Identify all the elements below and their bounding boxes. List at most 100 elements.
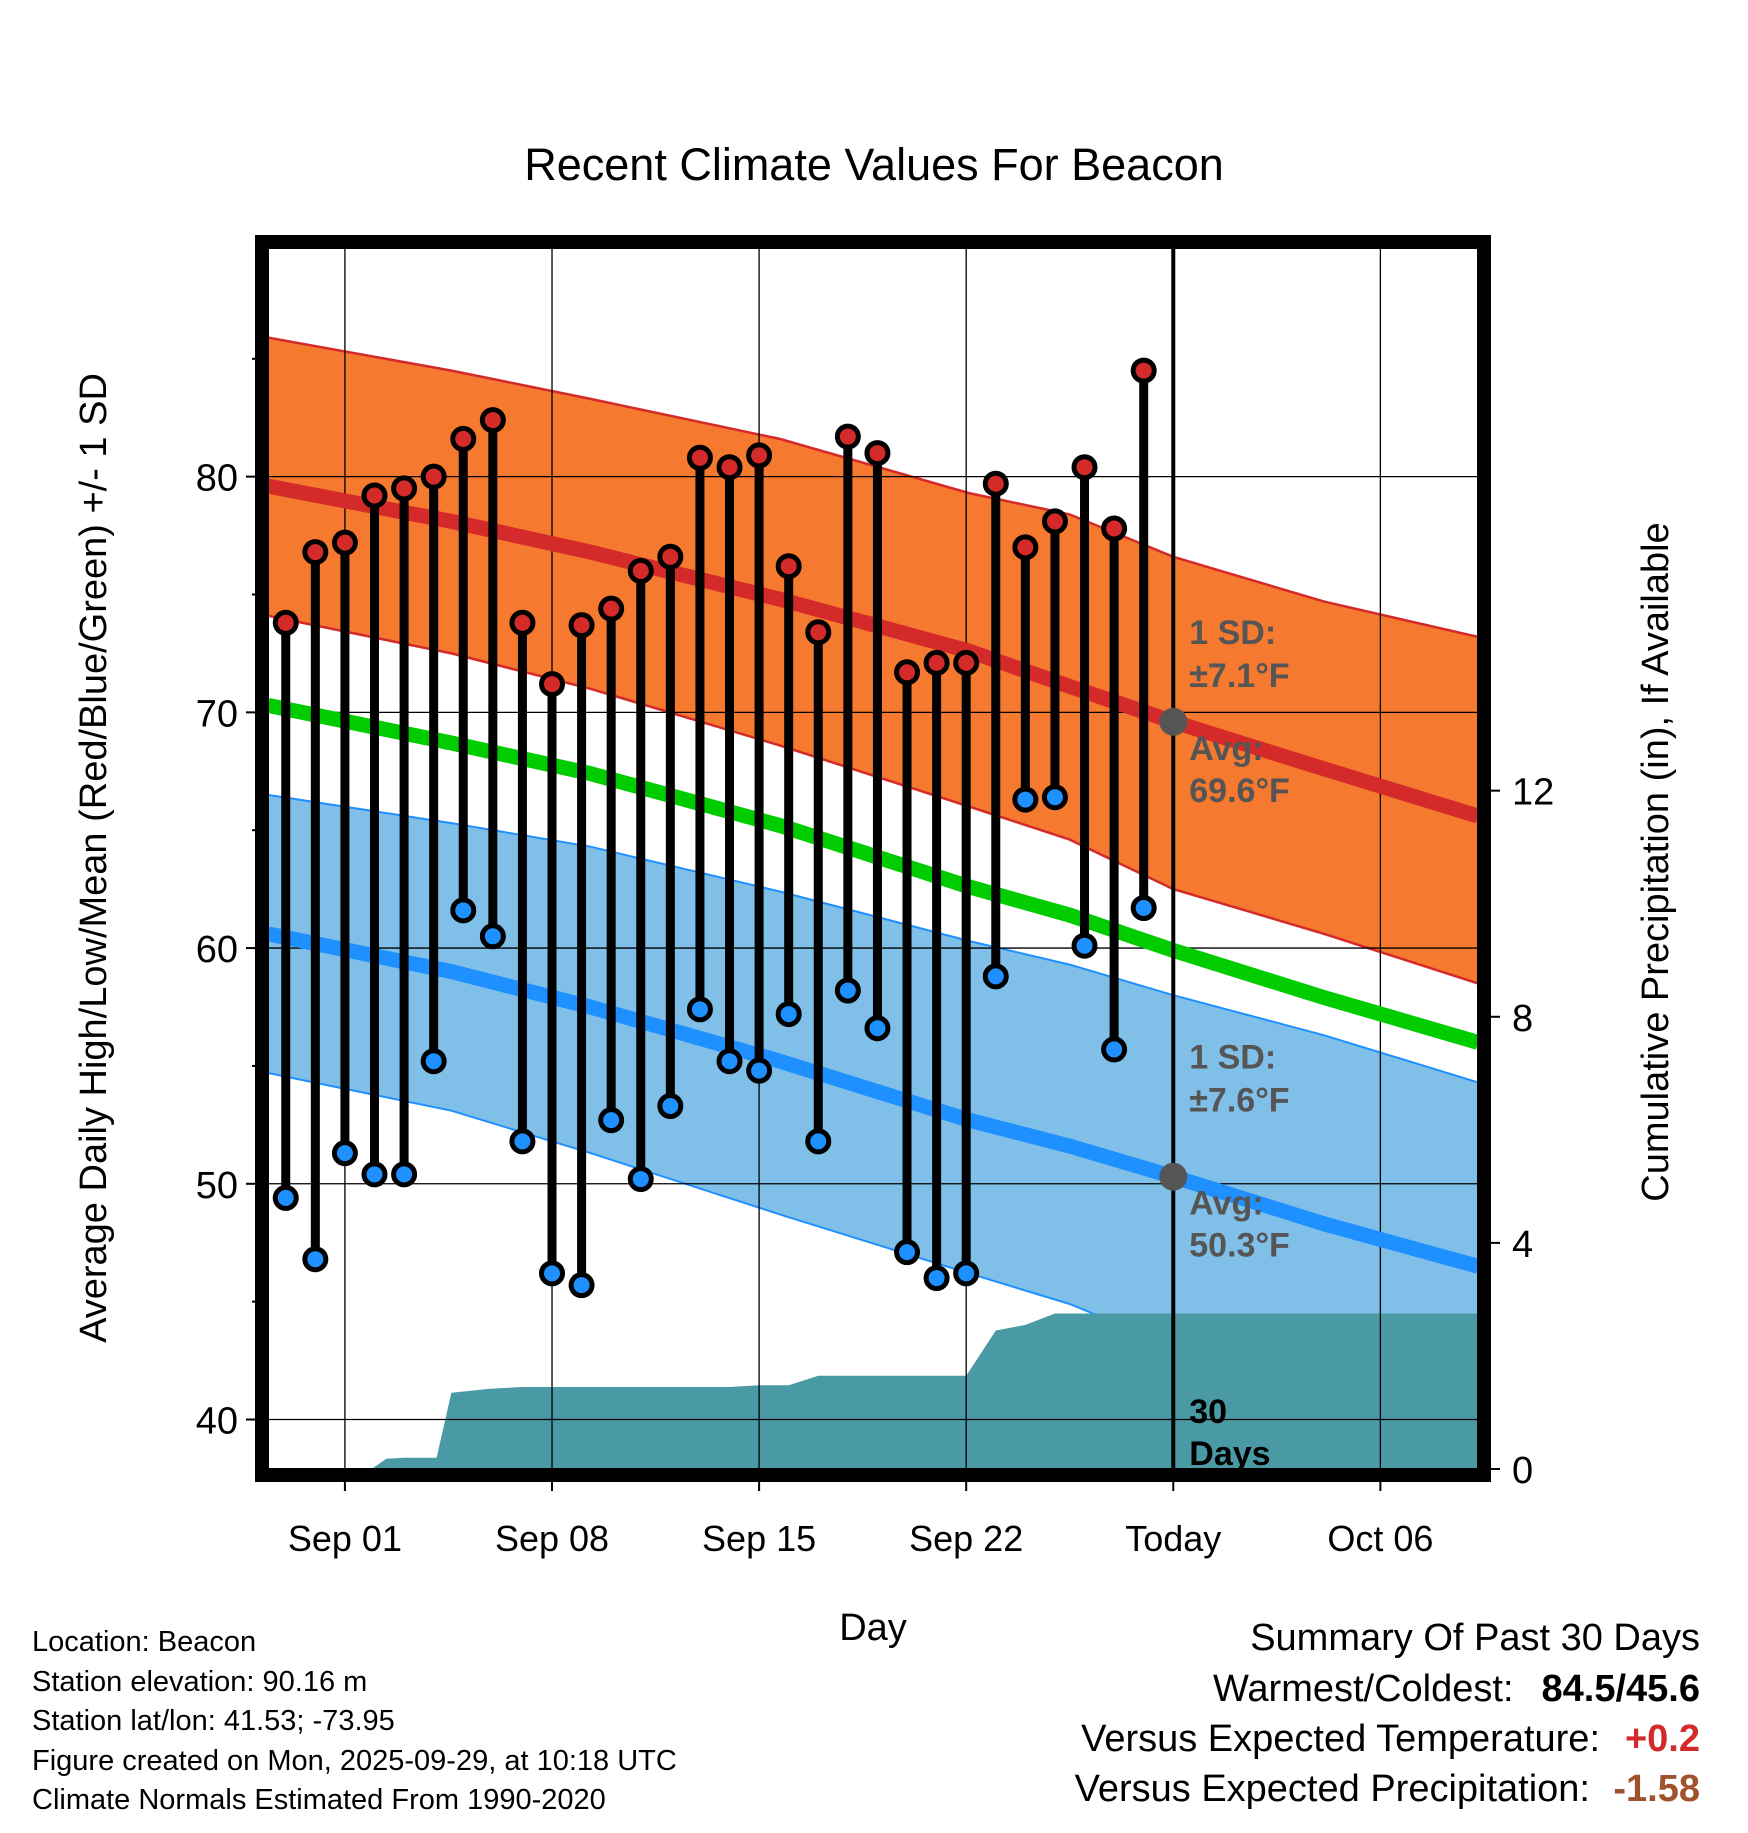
daily-low-point [1130,895,1157,921]
annotation-low-avg-1: Avg: [1189,1185,1263,1223]
annotation-high-sd-2: ±7.1°F [1189,657,1289,695]
annotation-high-avg-2: 69.6°F [1189,772,1290,810]
daily-high-point [1012,534,1039,561]
warmest-coldest-value: 84.5/45.6 [1541,1668,1700,1710]
daily-low-point [302,1246,329,1273]
daily-low-point [805,1128,832,1155]
summary-panel: Summary Of Past 30 Days Warmest/Coldest:… [1075,1612,1700,1814]
daily-low-point [391,1161,418,1188]
daily-high-point [657,543,684,570]
daily-low-point [834,977,861,1004]
daily-low-point [894,1239,921,1266]
annotation-low-avg-2: 50.3°F [1189,1227,1290,1265]
precipitation-area [268,1313,1478,1469]
daily-low-point [272,1184,299,1211]
annotation-low-sd-1: 1 SD: [1189,1039,1276,1077]
x-tick-label: Sep 22 [909,1518,1023,1559]
temp-departure-label: Versus Expected Temperature: [1081,1718,1600,1760]
daily-low-point [479,923,506,950]
y2-tick-label: 12 [1512,772,1554,814]
daily-high-point [716,454,743,481]
daily-low-point [1071,932,1098,959]
chart-title: Recent Climate Values For Beacon [524,139,1224,190]
daily-high-point [864,440,891,467]
plot-frame [255,235,1491,1482]
summary-precipitation: Versus Expected Precipitation: -1.58 [1075,1764,1700,1814]
daily-low-point [450,897,477,924]
y-tick-label: 80 [196,458,238,500]
x-tick-label: Sep 01 [288,1518,402,1559]
station-info: Location: Beacon Station elevation: 90.1… [32,1623,677,1821]
daily-high-point [953,649,980,676]
annotation-days-1: 30 [1189,1393,1227,1431]
daily-high-point [509,609,536,636]
daily-high-point [302,539,329,566]
daily-low-point [627,1166,654,1193]
daily-low-point [716,1048,743,1075]
summary-title: Summary Of Past 30 Days [1250,1617,1700,1659]
daily-low-point [509,1128,536,1155]
daily-low-point [1101,1036,1128,1063]
warmest-coldest-label: Warmest/Coldest: [1212,1668,1514,1710]
daily-high-point [805,619,832,646]
normals-text: Climate Normals Estimated From 1990-2020 [32,1784,606,1816]
today-low-marker [1159,1162,1188,1191]
daily-high-point [894,659,921,686]
x-axis-label: Day [839,1607,907,1649]
daily-high-point [1071,454,1098,481]
daily-high-point [982,470,1009,497]
daily-low-point [420,1048,447,1075]
summary-warmest-coldest: Warmest/Coldest: 84.5/45.6 [1075,1664,1700,1714]
daily-high-point [1041,508,1068,535]
daily-high-point [775,553,802,580]
daily-high-point [1130,357,1157,384]
x-tick-label: Today [1125,1518,1221,1559]
daily-high-point [568,612,595,639]
high-upper-edge [268,336,1478,639]
daily-high-point [834,423,861,450]
daily-low-point [568,1272,595,1299]
y2-tick-label: 4 [1512,1224,1533,1266]
precip-departure-value: -1.58 [1613,1768,1700,1810]
daily-high-point [361,482,388,509]
annotation-low-sd-2: ±7.6°F [1189,1082,1289,1120]
x-tick-label: Sep 15 [702,1518,816,1559]
annotation-high-sd-1: 1 SD: [1189,614,1276,652]
daily-low-point [1012,786,1039,813]
daily-high-point [686,444,713,471]
daily-low-point [331,1140,358,1167]
annotation-high-avg-1: Avg: [1189,730,1263,768]
daily-high-point [479,407,506,434]
daily-high-point [1101,515,1128,542]
latlon-text: Station lat/lon: 41.53; -73.95 [32,1705,395,1737]
daily-high-point [420,463,447,490]
created-text: Figure created on Mon, 2025-09-29, at 10… [32,1744,677,1777]
daily-high-point [923,649,950,676]
y2-axis-label: Cumulative Precipitation (in), If Availa… [1635,522,1677,1201]
daily-low-point [539,1260,566,1287]
x-tick-label: Sep 08 [495,1518,609,1559]
daily-high-point [598,595,625,622]
daily-high-point [627,557,654,584]
daily-low-point [686,996,713,1023]
precip-departure-label: Versus Expected Precipitation: [1074,1768,1590,1810]
plot-area: 1 SD: ±7.1°F Avg: 69.6°F 1 SD: ±7.6°F Avg: 50.3… [268,248,1478,1469]
y-tick-label: 40 [196,1401,238,1443]
daily-low-point [598,1107,625,1134]
y-axis-label: Average Daily High/Low/Mean (Red/Blue/Gr… [73,373,115,1343]
summary-temperature: Versus Expected Temperature: +0.2 [1075,1714,1700,1764]
location-text: Location: Beacon [32,1626,257,1658]
low-sd-band [268,794,1478,1451]
x-tick-label: Oct 06 [1327,1518,1433,1559]
temp-departure-value: +0.2 [1624,1718,1700,1760]
y2-tick-label: 0 [1512,1450,1533,1492]
daily-low-point [953,1260,980,1287]
elevation-text: Station elevation: 90.16 m [32,1665,368,1698]
y-tick-label: 70 [196,693,238,735]
daily-high-point [391,475,418,502]
daily-low-point [657,1093,684,1119]
y-tick-label: 50 [196,1165,238,1207]
daily-high-point [331,529,358,556]
